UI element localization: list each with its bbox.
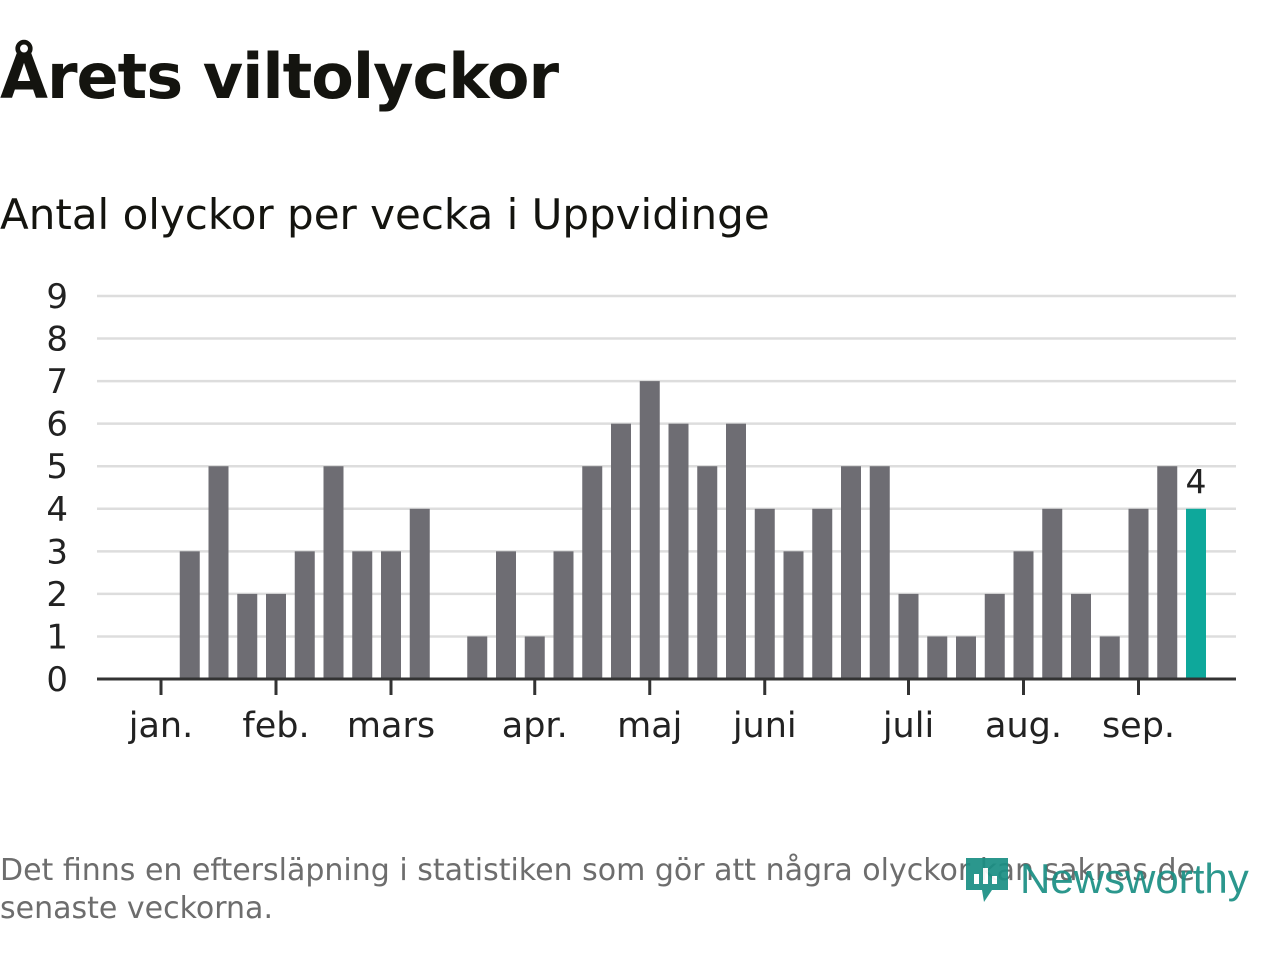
bar <box>956 636 976 679</box>
bar <box>582 466 603 679</box>
chart-subtitle: Antal olyckor per vecka i Uppvidinge <box>0 190 770 239</box>
y-tick-label: 1 <box>46 617 68 657</box>
bar <box>668 423 689 679</box>
bar <box>524 636 545 679</box>
y-tick-label: 6 <box>46 405 68 445</box>
bar-highlighted <box>1186 508 1206 679</box>
bar <box>294 551 315 679</box>
x-tick-label: jan. <box>128 706 193 746</box>
bar <box>352 551 373 679</box>
bar <box>841 466 861 679</box>
grid-lines <box>97 294 1236 638</box>
y-tick-label: 5 <box>46 447 68 487</box>
y-tick-label: 2 <box>46 575 68 615</box>
y-tick-label: 3 <box>46 532 68 572</box>
bar <box>323 466 344 679</box>
x-tick-label: feb. <box>242 706 309 746</box>
bar <box>812 508 833 679</box>
x-tick-label: maj <box>617 706 682 746</box>
bar <box>611 423 631 679</box>
bar <box>783 551 804 679</box>
bar <box>1042 508 1063 679</box>
bars <box>179 381 1206 679</box>
brand-name: Newsworthy <box>1020 855 1249 902</box>
x-tick-label: juli <box>882 706 934 746</box>
bar <box>208 466 229 679</box>
bar <box>179 551 200 679</box>
y-tick-label: 0 <box>46 660 68 700</box>
bar <box>409 508 430 679</box>
bar <box>1071 593 1091 679</box>
x-axis-tick-labels: jan. feb. mars apr. maj juni juli aug. sep. <box>128 679 1175 746</box>
bar <box>754 508 775 679</box>
chart-title: Årets viltolyckor <box>0 40 559 113</box>
newsworthy-logo-icon <box>966 858 1008 902</box>
data-label: 4 <box>1186 462 1207 501</box>
x-tick-label: apr. <box>502 706 568 746</box>
y-tick-label: 4 <box>46 490 68 530</box>
bar <box>869 466 890 679</box>
bar <box>898 593 919 679</box>
x-tick-label: mars <box>347 706 435 746</box>
bar <box>927 636 948 679</box>
y-tick-label: 9 <box>46 277 68 317</box>
bar <box>984 593 1005 679</box>
brand-logo: Newsworthy <box>962 852 1249 906</box>
bar <box>381 551 401 679</box>
bar <box>1013 551 1034 679</box>
bar <box>467 636 488 679</box>
x-tick-label: juni <box>732 706 797 746</box>
bar <box>1099 636 1120 679</box>
y-tick-label: 8 <box>46 320 68 360</box>
y-tick-label: 7 <box>46 362 68 402</box>
x-tick-label: aug. <box>985 706 1062 746</box>
bar <box>266 593 286 679</box>
bar <box>639 381 660 679</box>
bar <box>553 551 574 679</box>
bar <box>496 551 516 679</box>
bar <box>726 423 746 679</box>
x-tick-label: sep. <box>1102 706 1175 746</box>
bar <box>1157 466 1178 679</box>
bar <box>697 466 718 679</box>
annotations: 4 <box>1186 462 1207 501</box>
bar <box>1128 508 1149 679</box>
bar <box>237 593 258 679</box>
